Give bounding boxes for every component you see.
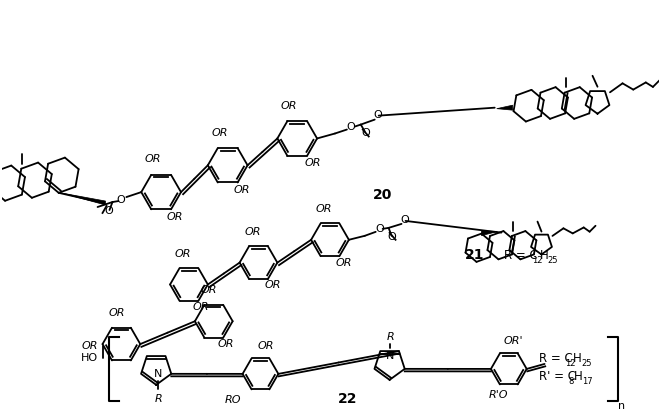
Text: OR: OR: [175, 249, 191, 259]
Text: R'O: R'O: [489, 390, 508, 400]
Text: OR: OR: [336, 258, 352, 267]
Text: 8: 8: [568, 377, 574, 386]
Polygon shape: [61, 193, 106, 205]
Text: OR: OR: [233, 185, 250, 195]
Text: R: R: [387, 332, 395, 342]
Text: O: O: [104, 206, 113, 216]
Text: OR: OR: [316, 204, 332, 214]
Polygon shape: [496, 105, 512, 110]
Text: O: O: [346, 121, 355, 131]
Text: OR: OR: [212, 128, 228, 138]
Text: OR: OR: [200, 285, 217, 295]
Text: R = C: R = C: [539, 352, 572, 366]
Text: H: H: [539, 249, 549, 262]
Text: 25: 25: [581, 359, 592, 369]
Text: R' = C: R' = C: [539, 370, 576, 384]
Text: OR: OR: [145, 154, 161, 164]
Polygon shape: [481, 230, 497, 235]
Text: OR: OR: [108, 308, 125, 318]
Text: OR: OR: [305, 158, 321, 168]
Text: OR: OR: [245, 227, 261, 237]
Text: O: O: [362, 128, 370, 138]
Text: OR: OR: [192, 302, 209, 312]
Text: H: H: [574, 370, 583, 384]
Text: HO: HO: [81, 353, 98, 363]
Text: OR: OR: [217, 339, 234, 349]
Text: R = C: R = C: [504, 249, 537, 262]
Text: O: O: [373, 110, 382, 120]
Text: H: H: [573, 352, 582, 366]
Text: OR: OR: [81, 341, 98, 351]
Text: R: R: [154, 394, 162, 404]
Text: 12: 12: [531, 256, 542, 265]
Text: 12: 12: [565, 359, 576, 369]
Text: 22: 22: [338, 392, 358, 406]
Text: O: O: [116, 195, 125, 205]
Text: N: N: [385, 351, 394, 361]
Text: 21: 21: [465, 248, 485, 262]
Text: N: N: [154, 369, 163, 379]
Text: OR: OR: [281, 101, 297, 111]
Text: RO: RO: [224, 395, 241, 405]
Text: 20: 20: [373, 188, 393, 202]
Text: O: O: [387, 232, 396, 242]
Text: O: O: [375, 224, 384, 234]
Text: n: n: [619, 401, 625, 411]
Text: OR: OR: [257, 341, 274, 351]
Text: 25: 25: [547, 256, 558, 265]
Text: OR: OR: [167, 212, 183, 222]
Text: 17: 17: [582, 377, 593, 386]
Text: O: O: [400, 215, 409, 225]
Text: OR': OR': [504, 336, 524, 346]
Text: OR: OR: [264, 280, 281, 290]
